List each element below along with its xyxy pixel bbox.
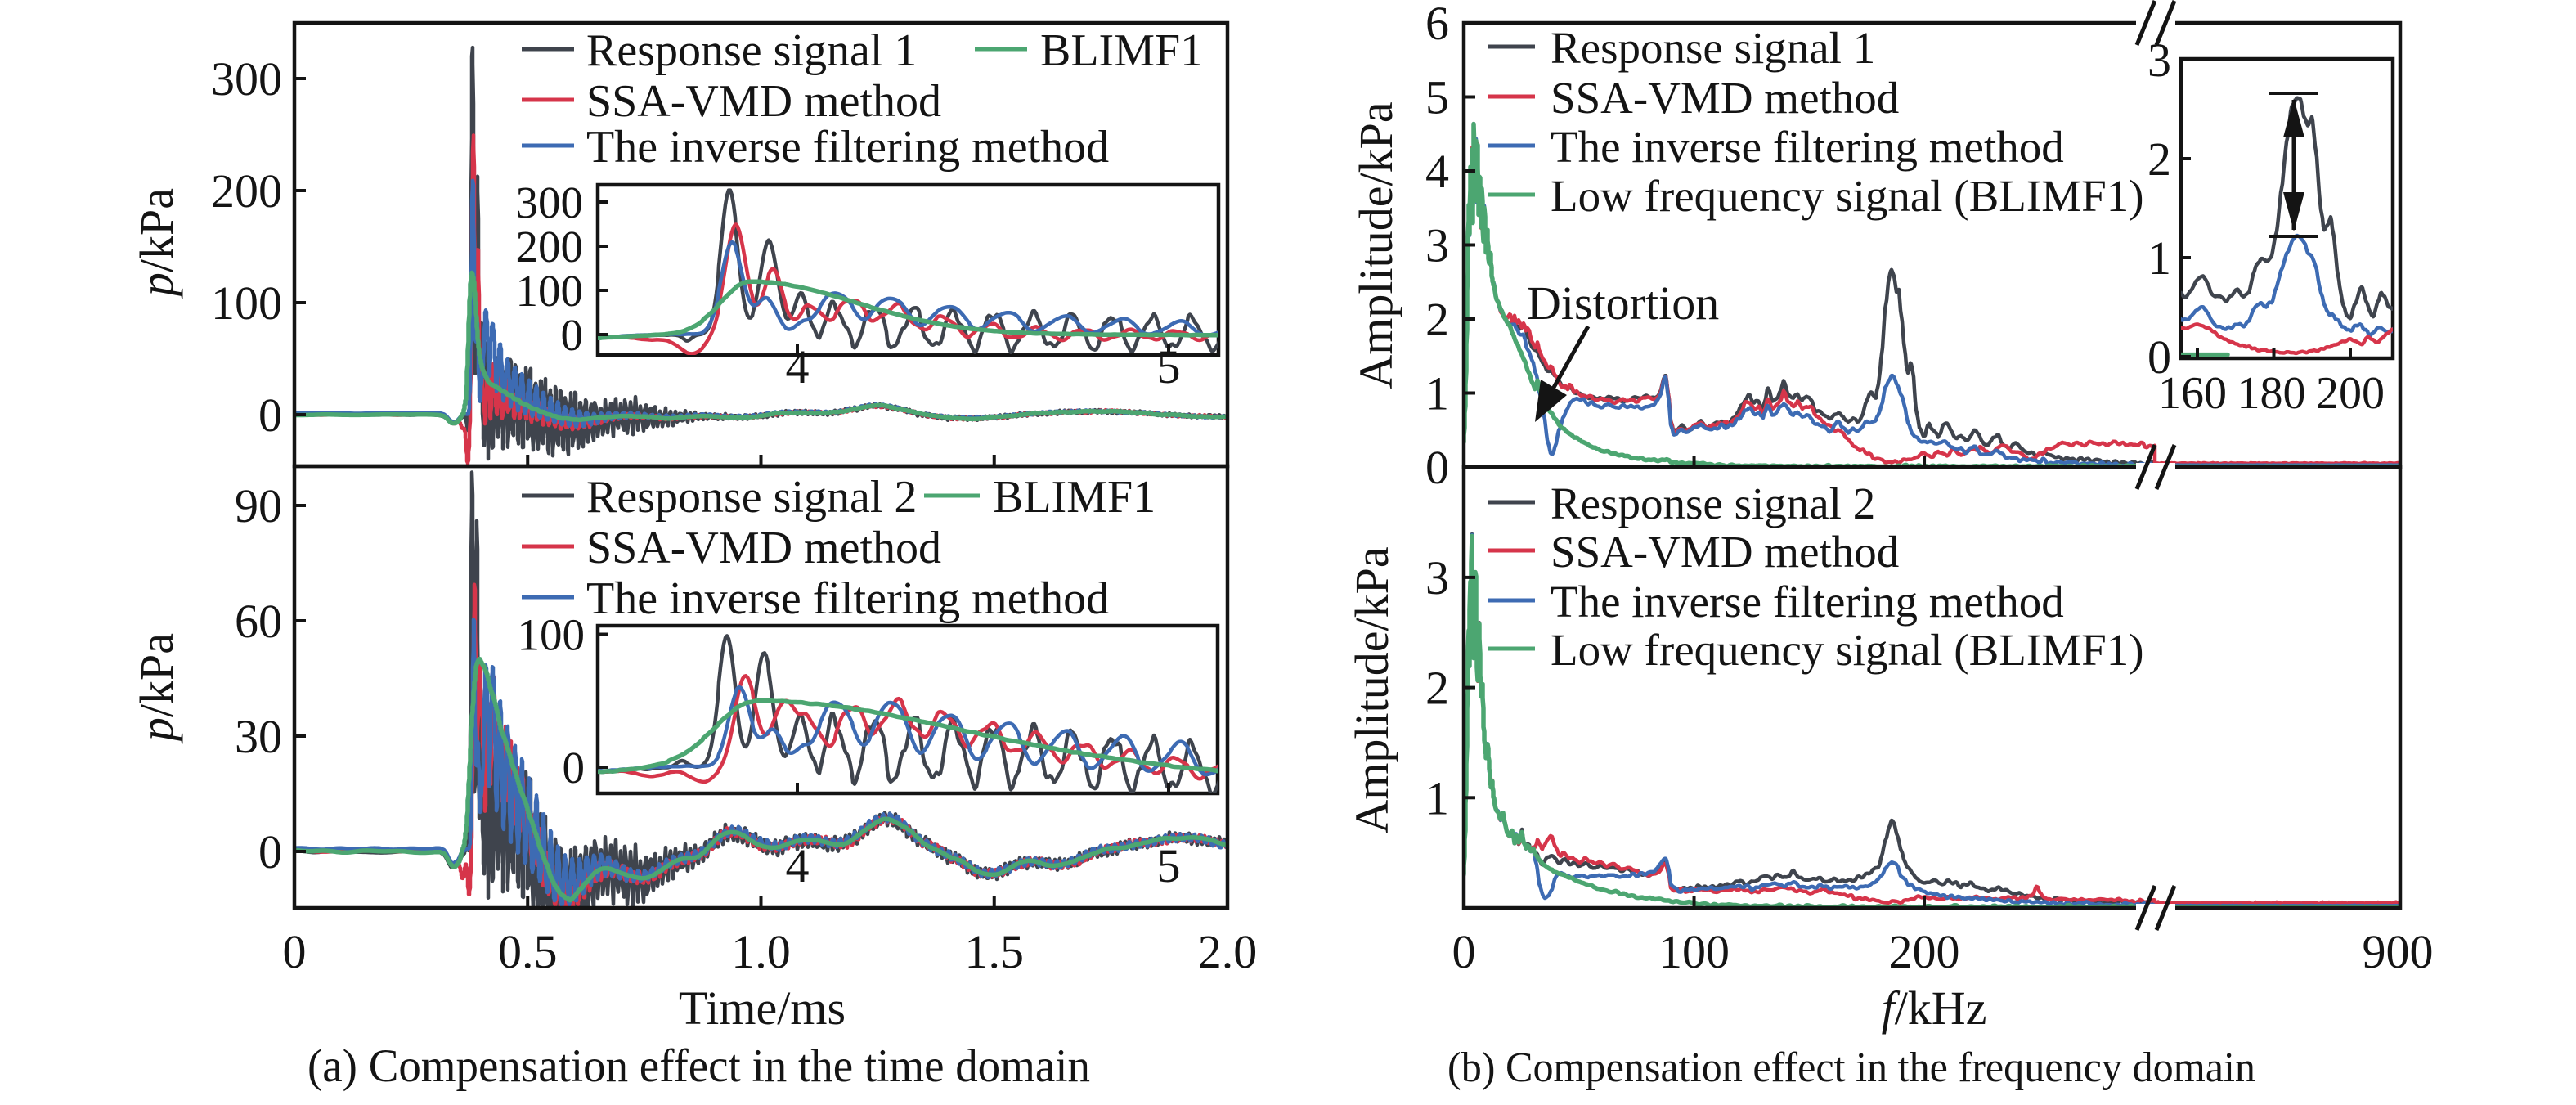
svg-text:The inverse filtering method: The inverse filtering method xyxy=(1551,577,2064,627)
svg-text:(b) Compensation effect in the: (b) Compensation effect in the frequency… xyxy=(1447,1044,2255,1091)
svg-text:1: 1 xyxy=(2147,231,2171,285)
svg-text:200: 200 xyxy=(2316,368,2385,419)
svg-text:BLIMF1: BLIMF1 xyxy=(993,472,1156,523)
svg-text:Time/ms: Time/ms xyxy=(679,981,846,1035)
svg-text:0: 0 xyxy=(283,925,307,978)
svg-text:5: 5 xyxy=(1157,839,1181,892)
svg-text:300: 300 xyxy=(211,52,282,106)
svg-text:6: 6 xyxy=(1425,0,1449,50)
svg-text:200: 200 xyxy=(1889,925,1960,978)
svg-text:0: 0 xyxy=(2147,330,2171,384)
svg-text:4: 4 xyxy=(1425,145,1449,198)
svg-text:Amplitude/kPa: Amplitude/kPa xyxy=(1345,546,1398,833)
svg-text:p/kPa: p/kPa xyxy=(130,188,183,299)
svg-text:f/kHz: f/kHz xyxy=(1882,981,1987,1035)
svg-text:SSA-VMD method: SSA-VMD method xyxy=(586,523,941,573)
svg-text:5: 5 xyxy=(1157,340,1181,393)
svg-text:2.0: 2.0 xyxy=(1198,925,1258,978)
svg-text:0: 0 xyxy=(561,310,584,360)
svg-text:1: 1 xyxy=(1425,771,1449,824)
svg-text:4: 4 xyxy=(786,340,810,393)
svg-text:90: 90 xyxy=(235,479,282,532)
svg-text:5: 5 xyxy=(1425,71,1449,124)
svg-text:200: 200 xyxy=(211,164,282,218)
svg-text:4: 4 xyxy=(786,839,810,892)
svg-text:p/kPa: p/kPa xyxy=(130,633,183,744)
svg-text:30: 30 xyxy=(235,710,282,763)
svg-text:BLIMF1: BLIMF1 xyxy=(1040,25,1203,76)
svg-text:Response signal 2: Response signal 2 xyxy=(586,472,917,523)
svg-text:Amplitude/kPa: Amplitude/kPa xyxy=(1349,101,1402,389)
svg-text:2: 2 xyxy=(2147,133,2171,186)
svg-text:The inverse filtering method: The inverse filtering method xyxy=(1551,122,2064,172)
svg-text:3: 3 xyxy=(1425,219,1449,272)
svg-text:SSA-VMD method: SSA-VMD method xyxy=(1551,527,1899,577)
svg-text:60: 60 xyxy=(235,595,282,648)
svg-text:Distortion: Distortion xyxy=(1527,276,1719,330)
svg-text:0: 0 xyxy=(563,743,586,793)
svg-text:900: 900 xyxy=(2363,925,2434,978)
svg-text:The inverse filtering method: The inverse filtering method xyxy=(586,573,1109,624)
svg-text:1: 1 xyxy=(1425,367,1449,420)
svg-text:Low frequency signal (BLIMF1): Low frequency signal (BLIMF1) xyxy=(1551,171,2144,221)
svg-text:0: 0 xyxy=(1425,441,1449,494)
svg-text:180: 180 xyxy=(2237,368,2306,419)
svg-text:100: 100 xyxy=(211,276,282,330)
svg-text:3: 3 xyxy=(1425,551,1449,604)
svg-text:The inverse filtering method: The inverse filtering method xyxy=(586,122,1109,173)
svg-text:Response signal 1: Response signal 1 xyxy=(586,25,917,76)
svg-text:0: 0 xyxy=(1452,925,1476,978)
svg-text:100: 100 xyxy=(516,266,584,316)
svg-text:Response signal 1: Response signal 1 xyxy=(1551,23,1875,73)
svg-text:3: 3 xyxy=(2147,34,2171,87)
svg-text:0: 0 xyxy=(258,825,282,878)
svg-text:100: 100 xyxy=(1658,925,1730,978)
svg-text:160: 160 xyxy=(2158,368,2227,419)
svg-text:Response signal 2: Response signal 2 xyxy=(1551,478,1875,528)
svg-text:SSA-VMD method: SSA-VMD method xyxy=(1551,73,1899,123)
svg-text:300: 300 xyxy=(516,177,584,227)
svg-text:Low frequency signal (BLIMF1): Low frequency signal (BLIMF1) xyxy=(1551,625,2144,675)
svg-text:2: 2 xyxy=(1425,293,1449,346)
svg-text:200: 200 xyxy=(516,222,584,272)
svg-text:1.0: 1.0 xyxy=(731,925,791,978)
svg-text:0: 0 xyxy=(258,389,282,442)
svg-text:SSA-VMD method: SSA-VMD method xyxy=(586,76,941,127)
svg-text:(a) Compensation effect in the: (a) Compensation effect in the time doma… xyxy=(307,1040,1090,1092)
svg-text:2: 2 xyxy=(1425,662,1449,715)
svg-text:0.5: 0.5 xyxy=(498,925,558,978)
svg-text:1.5: 1.5 xyxy=(965,925,1025,978)
svg-text:100: 100 xyxy=(518,610,586,660)
